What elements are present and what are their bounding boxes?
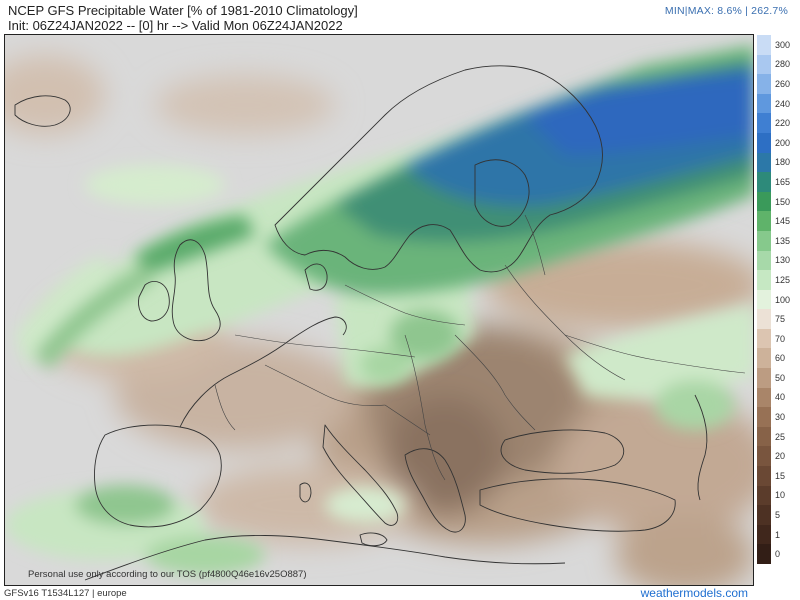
colorbar-cell bbox=[757, 544, 771, 565]
colorbar-label: 30 bbox=[775, 412, 786, 423]
colorbar-label: 0 bbox=[775, 549, 781, 560]
colorbar-label: 165 bbox=[775, 176, 791, 187]
colorbar-label: 25 bbox=[775, 431, 786, 442]
colorbar-label: 20 bbox=[775, 451, 786, 462]
coastlines bbox=[14, 65, 708, 581]
colorbar-cell bbox=[757, 250, 771, 271]
colorbar-label: 5 bbox=[775, 510, 781, 521]
colorbar-label: 125 bbox=[775, 274, 791, 285]
colorbar-cell bbox=[757, 93, 771, 114]
colorbar-label: 1 bbox=[775, 529, 781, 540]
map-title: NCEP GFS Precipitable Water [% of 1981-2… bbox=[8, 3, 358, 33]
colorbar-legend bbox=[757, 35, 771, 565]
colorbar-cell bbox=[757, 505, 771, 526]
colorbar-cell bbox=[757, 524, 771, 545]
colorbar-cell bbox=[757, 270, 771, 291]
colorbar-cell bbox=[757, 368, 771, 389]
colorbar-label: 130 bbox=[775, 255, 791, 266]
colorbar-cell bbox=[757, 54, 771, 75]
country-borders bbox=[214, 214, 746, 481]
colorbar-cell bbox=[757, 211, 771, 232]
tos-notice: Personal use only according to our TOS (… bbox=[28, 569, 307, 580]
colorbar-label: 180 bbox=[775, 157, 791, 168]
colorbar-cell bbox=[757, 35, 771, 56]
colorbar-cell bbox=[757, 485, 771, 506]
colorbar-label: 260 bbox=[775, 78, 791, 89]
model-info: GFSv16 T1534L127 | europe bbox=[4, 588, 127, 599]
colorbar-label: 50 bbox=[775, 372, 786, 383]
brand-link[interactable]: weathermodels.com bbox=[640, 586, 748, 600]
colorbar-cell bbox=[757, 328, 771, 349]
colorbar-label: 135 bbox=[775, 235, 791, 246]
colorbar-label: 15 bbox=[775, 470, 786, 481]
colorbar-label: 10 bbox=[775, 490, 786, 501]
colorbar-cell bbox=[757, 289, 771, 310]
colorbar-label: 300 bbox=[775, 39, 791, 50]
colorbar-label: 100 bbox=[775, 294, 791, 305]
title-line-2: Init: 06Z24JAN2022 -- [0] hr --> Valid M… bbox=[8, 18, 343, 33]
map-canvas bbox=[5, 35, 753, 585]
colorbar-cell bbox=[757, 446, 771, 467]
precipitable-water-map[interactable] bbox=[4, 34, 754, 586]
high-moisture-band bbox=[35, 45, 753, 383]
colorbar-label: 220 bbox=[775, 118, 791, 129]
colorbar-cell bbox=[757, 132, 771, 154]
min-max-readout: MIN|MAX: 8.6% | 262.7% bbox=[664, 5, 788, 17]
colorbar-label: 280 bbox=[775, 59, 791, 70]
title-line-1: NCEP GFS Precipitable Water [% of 1981-2… bbox=[8, 3, 358, 18]
colorbar-cell bbox=[757, 309, 771, 330]
colorbar-label: 40 bbox=[775, 392, 786, 403]
colorbar-cell bbox=[757, 172, 771, 193]
colorbar-cell bbox=[757, 348, 771, 369]
colorbar-cell bbox=[757, 426, 771, 447]
colorbar-label: 150 bbox=[775, 196, 791, 207]
colorbar-label: 60 bbox=[775, 353, 786, 364]
colorbar-cell bbox=[757, 407, 771, 428]
colorbar-cell bbox=[757, 230, 771, 251]
colorbar-cell bbox=[757, 74, 771, 95]
colorbar-label: 200 bbox=[775, 137, 791, 148]
colorbar-label: 75 bbox=[775, 314, 786, 325]
colorbar-cell bbox=[757, 387, 771, 408]
colorbar-cell bbox=[757, 466, 771, 487]
colorbar-cell bbox=[757, 191, 771, 212]
colorbar-label: 70 bbox=[775, 333, 786, 344]
colorbar-label: 240 bbox=[775, 98, 791, 109]
colorbar-label: 145 bbox=[775, 216, 791, 227]
colorbar-cell bbox=[757, 152, 771, 173]
colorbar-cell bbox=[757, 113, 771, 134]
